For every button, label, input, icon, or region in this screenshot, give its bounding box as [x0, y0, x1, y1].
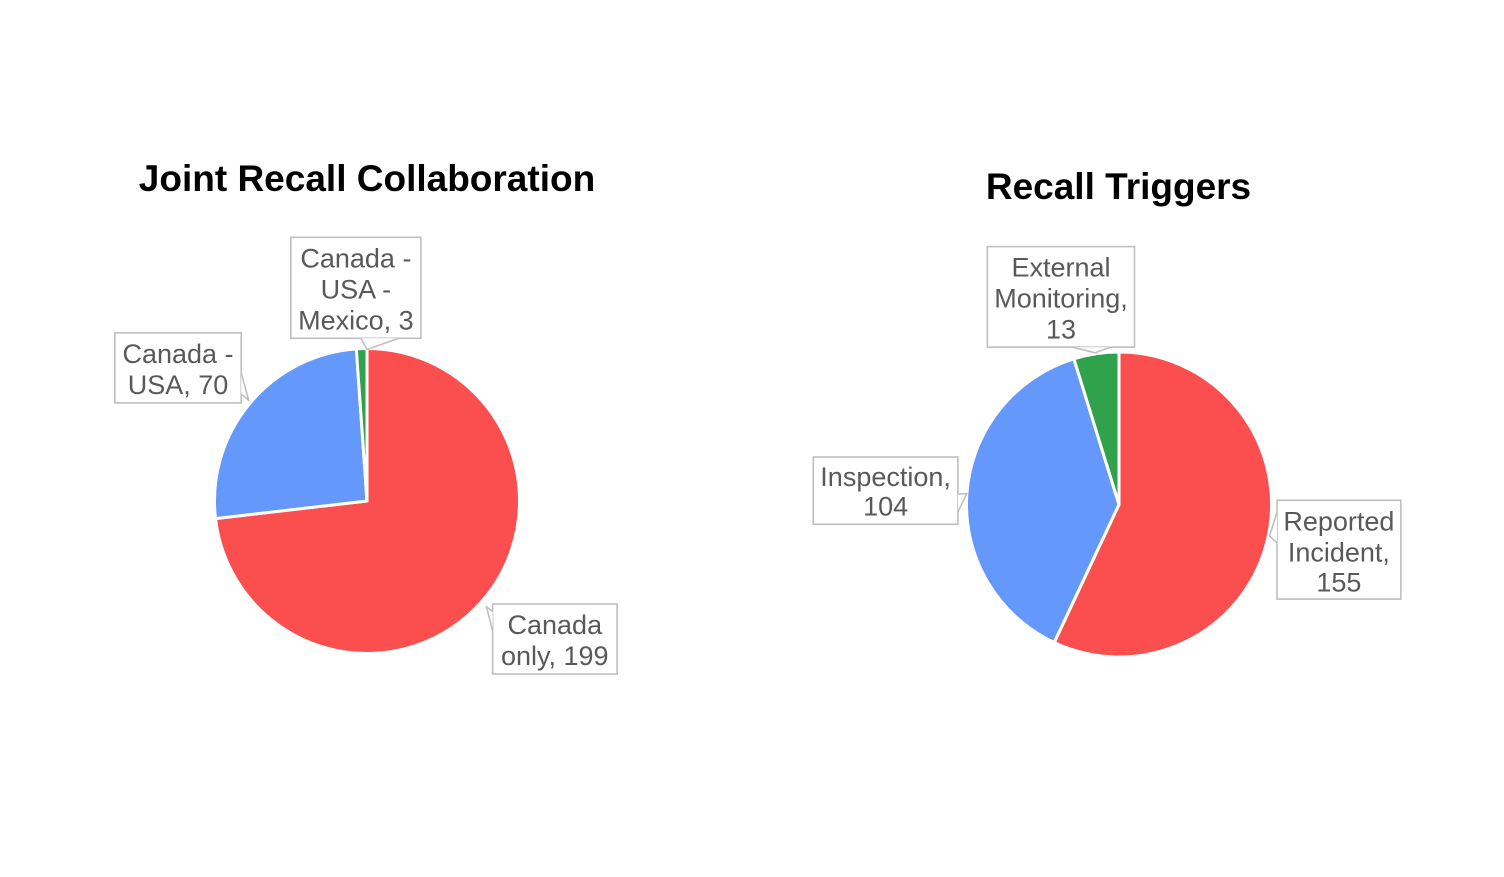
svg-text:USA, 70: USA, 70 — [128, 370, 229, 400]
svg-text:Monitoring,: Monitoring, — [994, 284, 1128, 314]
svg-text:External: External — [1011, 253, 1110, 283]
svg-text:13: 13 — [1046, 315, 1076, 345]
svg-text:104: 104 — [863, 492, 908, 522]
svg-text:Reported: Reported — [1283, 506, 1394, 536]
svg-text:Recall Triggers: Recall Triggers — [986, 166, 1251, 207]
svg-text:Incident,: Incident, — [1288, 537, 1390, 567]
svg-text:Mexico, 3: Mexico, 3 — [298, 305, 414, 335]
svg-text:Canada: Canada — [508, 610, 604, 640]
svg-text:only, 199: only, 199 — [501, 641, 609, 671]
svg-text:USA -: USA - — [321, 274, 392, 304]
svg-text:Joint Recall Collaboration: Joint Recall Collaboration — [139, 158, 595, 199]
svg-text:Inspection,: Inspection, — [820, 462, 951, 492]
svg-text:155: 155 — [1316, 567, 1361, 597]
svg-text:Canada -: Canada - — [122, 339, 233, 369]
svg-text:Canada -: Canada - — [300, 243, 411, 273]
